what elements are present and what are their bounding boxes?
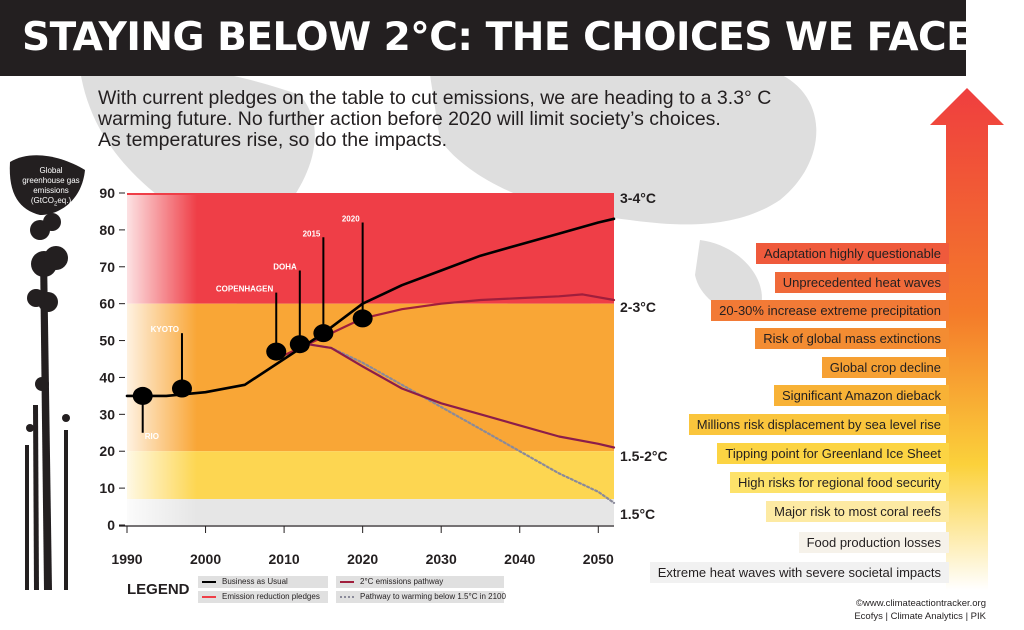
impact-item: Global crop decline (821, 357, 949, 378)
y-tick-label: 90 (99, 185, 115, 201)
y-tick-label: 80 (99, 222, 115, 238)
subtitle: With current pledges on the table to cut… (98, 88, 858, 151)
milestone-label: 2020 (342, 215, 360, 224)
x-tick-label: 2030 (426, 551, 457, 567)
y-tick-label: 30 (99, 406, 115, 422)
milestone-dot (266, 342, 287, 361)
milestone-dot (171, 379, 192, 398)
smokestack-label-line: Global (39, 166, 63, 175)
legend-swatch (340, 596, 354, 598)
legend-swatch (202, 581, 216, 583)
series-line-2 (306, 343, 616, 449)
legend-title: LEGEND (127, 581, 190, 598)
smokestack-label-line: (GtCO (30, 196, 54, 205)
y-tick-label: 0 (107, 517, 115, 533)
smokestack-label-line: eq.) (57, 196, 72, 205)
impact-item: Significant Amazon dieback (774, 385, 949, 406)
legend-item-bau: Business as Usual (198, 576, 328, 588)
band-label: 1.5-2°C (620, 448, 668, 464)
band-label: 2-3°C (620, 299, 656, 315)
subtitle-line: As temperatures rise, so do the impacts. (98, 129, 447, 151)
impact-item: Millions risk displacement by sea level … (688, 414, 949, 435)
smokestack-label-line: greenhouse gas (22, 176, 80, 185)
y-tick-label: 50 (99, 333, 115, 349)
legend-label: Business as Usual (222, 577, 288, 586)
milestone-dot (313, 324, 334, 343)
milestone-label: DOHA (273, 262, 297, 271)
legend-swatch (202, 596, 216, 598)
band-label: 1.5°C (620, 506, 655, 522)
x-tick-label: 1990 (111, 551, 142, 567)
impact-item: Tipping point for Greenland Ice Sheet (717, 443, 949, 464)
y-tick-label: 60 (99, 296, 115, 312)
y-tick-label: 70 (99, 259, 115, 275)
title-bar: STAYING BELOW 2°C: THE CHOICES WE FACE (0, 0, 973, 76)
impact-item: Major risk to most coral reefs (766, 501, 949, 522)
page-title: STAYING BELOW 2°C: THE CHOICES WE FACE (22, 15, 973, 60)
legend-item-pledges: Emission reduction pledges (198, 591, 328, 603)
milestone-label: COPENHAGEN (216, 285, 274, 294)
series-line-3 (306, 343, 616, 504)
subtitle-line: With current pledges on the table to cut… (98, 87, 772, 109)
impact-item: High risks for regional food security (729, 472, 949, 493)
milestone-label: 2015 (303, 229, 321, 238)
x-tick-label: 2010 (269, 551, 300, 567)
smokestack-label: Global greenhouse gas emissions (GtCO2eq… (12, 166, 90, 210)
credit: ©www.climateactiontracker.org Ecofys | C… (854, 597, 986, 623)
legend-item-1-5c: Pathway to warming below 1.5°C in 2100 (336, 591, 506, 603)
impact-arrow (930, 88, 1004, 590)
legend-item-2c: 2°C emissions pathway (336, 576, 504, 588)
milestone-dot (132, 386, 153, 405)
band-label: 3-4°C (620, 190, 656, 206)
legend-label: Emission reduction pledges (222, 592, 320, 601)
impact-item: Extreme heat waves with severe societal … (649, 562, 949, 583)
y-tick-label: 10 (99, 480, 115, 496)
credit-line: ©www.climateactiontracker.org (855, 598, 986, 609)
legend-label: Pathway to warming below 1.5°C in 2100 (360, 592, 506, 601)
smokestack-label-line: emissions (33, 186, 69, 195)
impact-item: Food production losses (798, 532, 949, 553)
smokestack (9, 155, 85, 590)
x-tick-label: 2050 (583, 551, 614, 567)
impact-item: Risk of global mass extinctions (755, 328, 949, 349)
y-tick-label: 40 (99, 369, 115, 385)
credit-line: Ecofys | Climate Analytics | PIK (854, 611, 986, 622)
legend-label: 2°C emissions pathway (360, 577, 444, 586)
milestone-dot (289, 335, 310, 354)
x-tick-label: 2020 (347, 551, 378, 567)
y-tick-label: 20 (99, 443, 115, 459)
milestone-label: KYOTO (151, 325, 179, 334)
impact-item: Unprecedented heat waves (774, 272, 949, 293)
impact-item: Adaptation highly questionable (755, 243, 949, 264)
x-tick-label: 2040 (504, 551, 535, 567)
series-line-0 (125, 217, 616, 398)
subtitle-line: warming future. No further action before… (98, 108, 721, 130)
milestone-dot (352, 309, 373, 328)
legend-swatch (340, 581, 354, 583)
x-tick-label: 2000 (190, 551, 221, 567)
milestone-label: RIO (145, 432, 159, 441)
impact-item: 20-30% increase extreme precipitation (711, 300, 949, 321)
